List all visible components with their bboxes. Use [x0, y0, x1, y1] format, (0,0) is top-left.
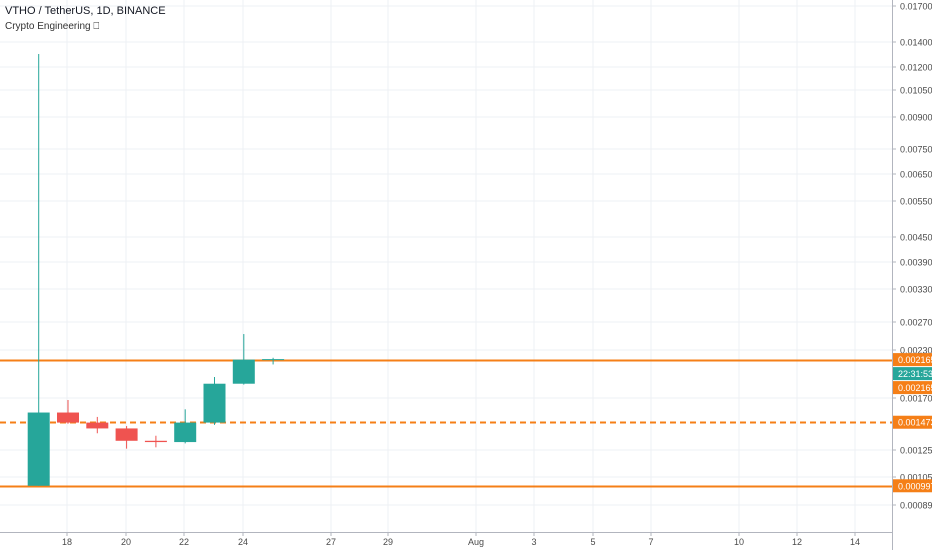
- candle[interactable]: [144, 435, 167, 448]
- time-tick-label: 5: [590, 537, 595, 547]
- time-tick-label: 29: [383, 537, 393, 547]
- price-axis-labels: 0.002165 22:31:53 0.002165 0.001473 0.000997: [893, 353, 932, 493]
- price-tick-label: 0.000890: [900, 501, 932, 511]
- time-tick-label: 10: [734, 537, 744, 547]
- price-label-text: 0.000997: [898, 481, 932, 491]
- price-label-text: 0.002165: [898, 383, 932, 393]
- time-tick-label: 27: [326, 537, 336, 547]
- candle[interactable]: [232, 334, 255, 385]
- time-tick-label: 12: [792, 537, 802, 547]
- time-tick-label: Aug: [468, 537, 484, 547]
- candle[interactable]: [27, 54, 50, 486]
- chart-title: VTHO / TetherUS, 1D, BINANCE: [5, 5, 166, 17]
- time-axis[interactable]: 18 20 22 24 27 29 Aug 3 5 7 10 12 14: [62, 532, 860, 547]
- candle[interactable]: [262, 357, 285, 365]
- price-label-text: 22:31:53: [898, 369, 932, 379]
- time-tick-label: 24: [238, 537, 248, 547]
- time-tick-label: 14: [850, 537, 860, 547]
- price-label-box: [893, 367, 932, 381]
- price-label-box: [893, 381, 932, 395]
- grid: [0, 0, 892, 532]
- candle[interactable]: [203, 377, 226, 425]
- candle-body: [174, 422, 197, 443]
- candle-body: [57, 412, 79, 423]
- time-tick-label: 3: [531, 537, 536, 547]
- candle-body: [115, 428, 138, 441]
- candle-body: [86, 422, 109, 429]
- candle-body: [232, 359, 255, 384]
- time-tick-label: 18: [62, 537, 72, 547]
- candle-body: [144, 440, 167, 443]
- candle[interactable]: [115, 426, 138, 449]
- price-label-box: [893, 479, 932, 493]
- candle-body: [262, 359, 285, 361]
- time-tick-label: 7: [648, 537, 653, 547]
- candle[interactable]: [174, 409, 197, 444]
- candle[interactable]: [86, 416, 109, 434]
- time-tick-label: 22: [179, 537, 189, 547]
- price-label-text: 0.001473: [898, 418, 932, 428]
- price-label-box: [893, 415, 932, 429]
- price-label-box: [893, 353, 932, 367]
- indicator-label[interactable]: Crypto Engineering ⎕: [5, 21, 100, 32]
- price-label-text: 0.002165: [898, 355, 932, 365]
- candle-body: [203, 383, 226, 423]
- candles[interactable]: [27, 54, 285, 486]
- time-tick-label: 20: [121, 537, 131, 547]
- candle-body: [27, 412, 50, 486]
- level-lines: [0, 359, 892, 488]
- candle[interactable]: [57, 400, 79, 424]
